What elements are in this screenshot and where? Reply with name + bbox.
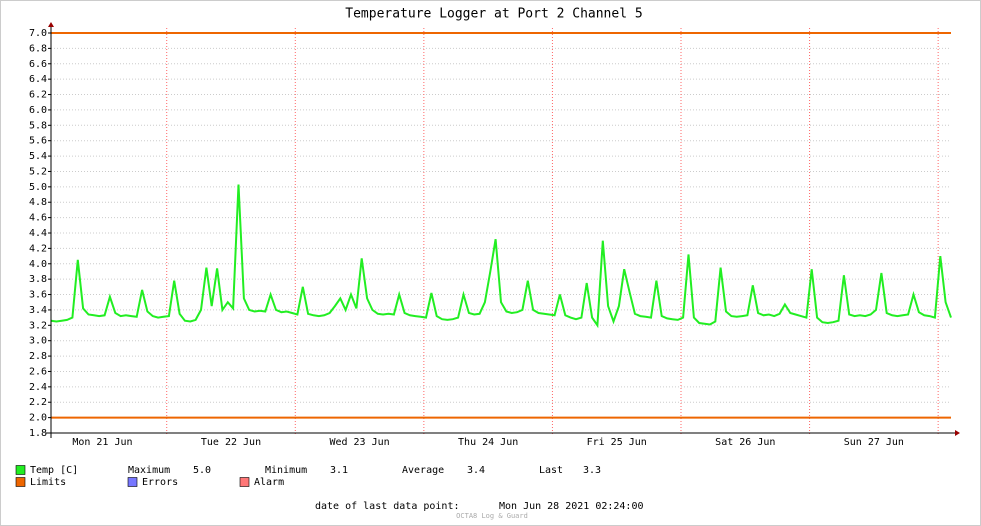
y-tick-label: 4.4 xyxy=(29,228,47,239)
legend-label: Temp [C] xyxy=(30,465,78,476)
y-tick-label: 4.8 xyxy=(29,197,47,208)
y-tick-label: 4.6 xyxy=(29,213,47,224)
y-tick-label: 3.4 xyxy=(29,305,47,316)
y-tick-label: 2.4 xyxy=(29,382,47,393)
x-tick-label: Fri 25 Jun xyxy=(587,437,647,448)
y-tick-label: 2.6 xyxy=(29,366,47,377)
x-tick-label: Thu 24 Jun xyxy=(458,437,518,448)
y-tick-label: 6.6 xyxy=(29,59,47,70)
y-tick-label: 2.8 xyxy=(29,351,47,362)
footer-label: date of last data point: xyxy=(315,501,460,512)
stat-value: 3.1 xyxy=(330,465,348,476)
y-tick-label: 3.6 xyxy=(29,290,47,301)
plot xyxy=(50,32,952,419)
legend-swatch xyxy=(15,465,26,475)
legend-swatch xyxy=(15,477,26,487)
legend-swatch xyxy=(239,477,250,487)
y-tick-label: 4.2 xyxy=(29,243,47,254)
y-tick-label: 6.4 xyxy=(29,74,47,85)
stat-name: Average xyxy=(402,465,444,476)
x-tick-label: Sun 27 Jun xyxy=(844,437,904,448)
legend: Temp [C] Maximum 5.0 Minimum 3.1 Average 3.4 La… xyxy=(15,465,601,488)
y-tick-label: 6.0 xyxy=(29,105,47,116)
y-tick-label: 3.2 xyxy=(29,320,47,331)
x-tick-label: Sat 26 Jun xyxy=(715,437,775,448)
x-tick-label: Wed 23 Jun xyxy=(329,437,389,448)
y-tick-label: 2.0 xyxy=(29,413,47,424)
temp-line xyxy=(50,184,952,329)
y-tick-label: 1.8 xyxy=(29,428,47,439)
stat-value: 3.4 xyxy=(467,465,485,476)
y-tick-label: 7.0 xyxy=(29,28,47,39)
stat-value: 3.3 xyxy=(583,465,601,476)
y-tick-label: 3.0 xyxy=(29,336,47,347)
x-axis-arrow xyxy=(955,430,960,436)
stat-name: Maximum xyxy=(128,465,170,476)
legend-label: Alarm xyxy=(254,477,284,488)
watermark: OCTA8 Log & Guard xyxy=(456,512,528,520)
footer-value: Mon Jun 28 2021 02:24:00 xyxy=(499,501,644,512)
y-tick-label: 4.0 xyxy=(29,259,47,270)
x-tick-label: Mon 21 Jun xyxy=(72,437,132,448)
legend-label: Limits xyxy=(30,477,66,488)
y-tick-label: 5.2 xyxy=(29,166,47,177)
stat-name: Last xyxy=(539,465,563,476)
y-tick-label: 5.4 xyxy=(29,151,47,162)
x-tick-label: Tue 22 Jun xyxy=(201,437,261,448)
y-tick-label: 6.2 xyxy=(29,90,47,101)
y-axis-arrow xyxy=(48,22,54,27)
y-tick-label: 5.6 xyxy=(29,136,47,147)
stat-name: Minimum xyxy=(265,465,307,476)
y-tick-label: 2.2 xyxy=(29,397,47,408)
y-tick-label: 3.8 xyxy=(29,274,47,285)
legend-swatch xyxy=(127,477,138,487)
y-tick-label: 6.8 xyxy=(29,43,47,54)
stat-value: 5.0 xyxy=(193,465,211,476)
y-tick-label: 5.0 xyxy=(29,182,47,193)
chart-title: Temperature Logger at Port 2 Channel 5 xyxy=(345,7,642,22)
legend-label: Errors xyxy=(142,477,178,488)
y-tick-label: 5.8 xyxy=(29,120,47,131)
